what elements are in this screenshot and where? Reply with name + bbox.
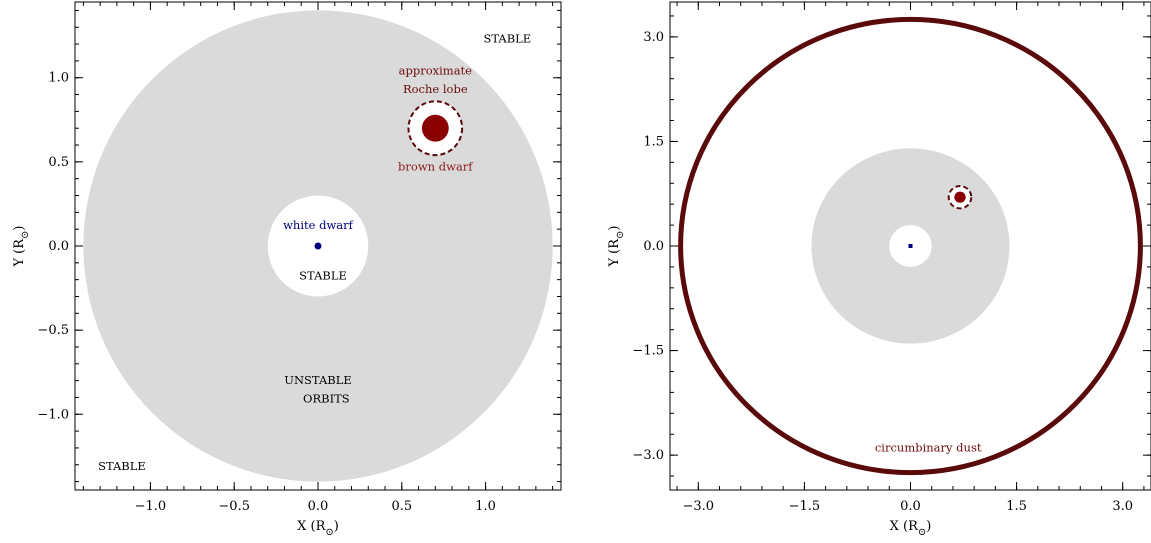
x-axis-label: X (R⊙): [890, 519, 932, 538]
panel-1: approximate Roche lobe brown dwarf white dw…: [12, 1, 562, 538]
x-tick-label: −0.5: [218, 499, 250, 514]
plot-area: approximate Roche lobe brown dwarf white dw…: [83, 10, 553, 482]
y-tick-label: 0.0: [48, 239, 69, 254]
circumbinary-dust-ring: [678, 16, 1143, 476]
y-tick-label: 1.0: [48, 71, 69, 86]
brown-dwarf-marker: [421, 114, 449, 142]
white-dwarf-marker: [908, 244, 913, 248]
annotation-8: STABLE: [484, 31, 532, 45]
x-tick-label: −1.0: [135, 499, 167, 514]
plot-area: circumbinary dust: [678, 16, 1143, 476]
y-tick-label: −1.0: [37, 407, 69, 422]
x-tick-label: 1.0: [475, 499, 496, 514]
y-tick-label: −0.5: [37, 323, 69, 338]
brown-dwarf-marker: [954, 191, 966, 203]
x-tick-label: 3.0: [1112, 499, 1133, 514]
annotation-5: STABLE: [299, 269, 347, 283]
annotation-9: STABLE: [98, 459, 146, 473]
y-tick-label: 0.5: [48, 155, 69, 170]
y-tick-label: −3.0: [632, 448, 664, 463]
y-axis-label: Y (R⊙): [12, 225, 31, 267]
white-dwarf-marker: [314, 242, 322, 250]
y-axis-label: Y (R⊙): [607, 225, 626, 267]
x-tick-label: 0.0: [900, 499, 921, 514]
annotation-6: UNSTABLE: [284, 373, 351, 387]
annotation-7: ORBITS: [303, 391, 350, 405]
annotation-1: approximate: [399, 63, 473, 77]
panel-2: circumbinary dust −3.0 −1.5 0.0 1.5 3.0 −3.0 −1…: [607, 1, 1151, 538]
x-tick-label: 0.5: [391, 499, 412, 514]
x-tick-label: 1.5: [1006, 499, 1027, 514]
x-tick-label: −3.0: [683, 499, 715, 514]
y-tick-label: 0.0: [643, 239, 664, 254]
y-tick-label: 1.5: [643, 134, 664, 149]
annotation-2: Roche lobe: [403, 82, 468, 96]
y-tick-label: −1.5: [632, 344, 664, 359]
annotation-4: white dwarf: [283, 218, 354, 232]
x-tick-label: 0.0: [308, 499, 329, 514]
annotation-3: brown dwarf: [398, 159, 473, 173]
y-tick-label: 3.0: [643, 30, 664, 45]
annotation-1: circumbinary dust: [875, 441, 982, 455]
x-axis-label: X (R⊙): [297, 519, 339, 538]
x-tick-label: −1.5: [789, 499, 821, 514]
